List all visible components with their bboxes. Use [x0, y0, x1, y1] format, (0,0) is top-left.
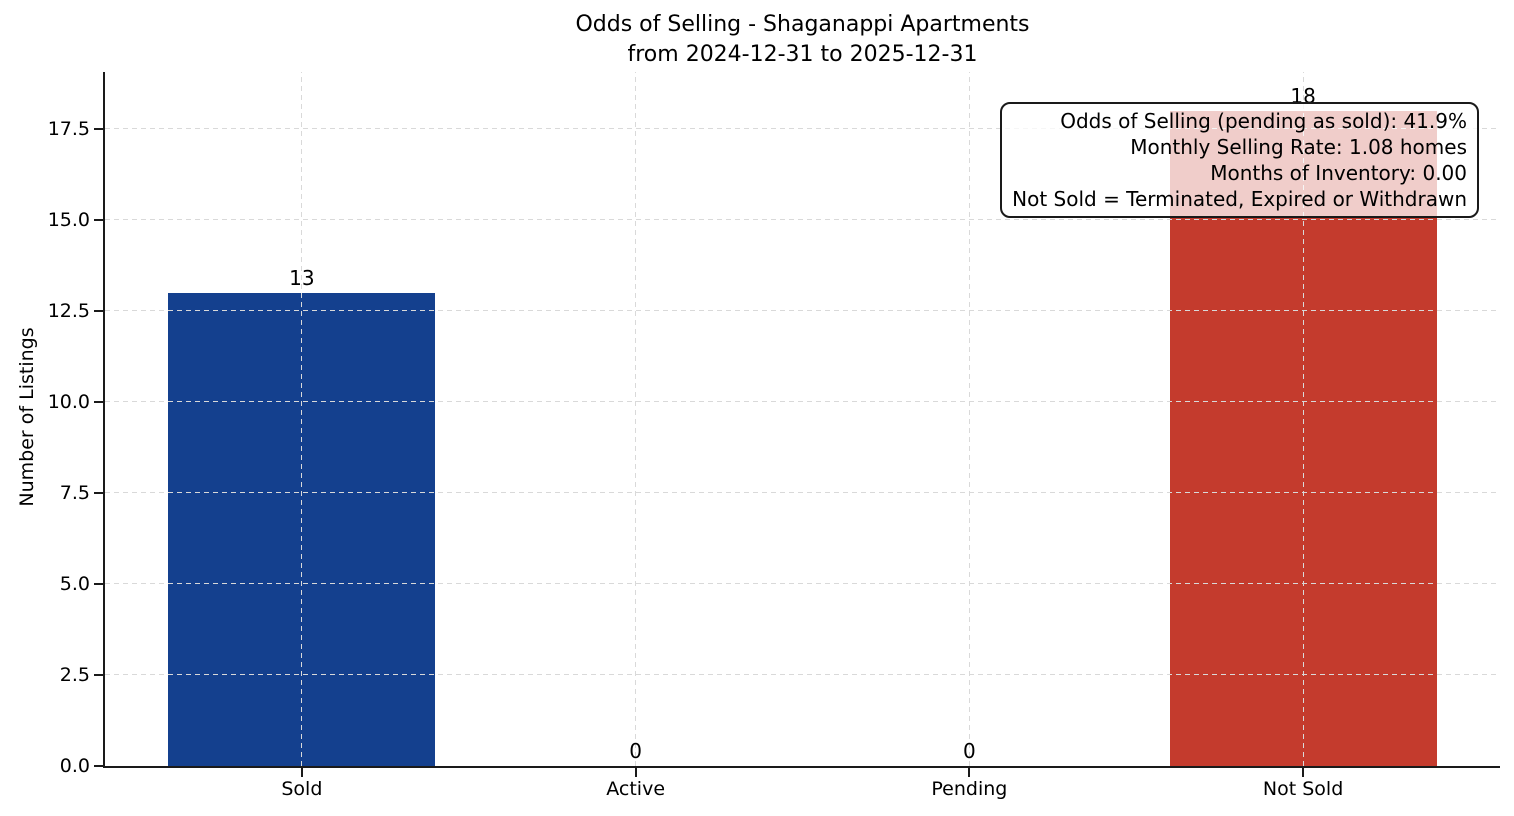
y-tick-mark-15.0: [94, 218, 105, 221]
y-axis-label: Number of Listings: [16, 327, 38, 507]
gridline-v-active: [635, 72, 637, 766]
x-tick-label-not-sold: Not Sold: [1262, 778, 1344, 800]
y-tick-label-17.5: 17.5: [47, 117, 90, 140]
x-tick-label-pending: Pending: [931, 778, 1008, 800]
y-tick-label-2.5: 2.5: [59, 663, 90, 686]
gridline-h-2.5: [105, 674, 1500, 676]
x-tick-mark-sold: [300, 766, 303, 777]
gridline-v-pending: [968, 72, 970, 766]
y-tick-mark-12.5: [94, 309, 105, 312]
plot-area: Odds of Selling (pending as sold): 41.9%…: [48, 72, 1500, 800]
y-tick-label-15.0: 15.0: [47, 208, 90, 231]
x-tick-mark-not-sold: [1302, 766, 1305, 777]
y-tick-mark-2.5: [94, 673, 105, 676]
y-tick-mark-17.5: [94, 127, 105, 130]
gridline-h-17.5: [105, 128, 1500, 130]
annotation-line-odds: Odds of Selling (pending as sold): 41.9%: [1060, 109, 1467, 133]
chart-title-line2: from 2024-12-31 to 2025-12-31: [627, 42, 978, 67]
y-tick-label-7.5: 7.5: [59, 481, 90, 504]
y-tick-mark-7.5: [94, 491, 105, 494]
gridline-v-not-sold: [1302, 72, 1304, 766]
chart-title-line1: Odds of Selling - Shaganappi Apartments: [575, 12, 1030, 37]
gridline-h-15.0: [105, 219, 1500, 221]
x-tick-mark-pending: [968, 766, 971, 777]
gridline-h-7.5: [105, 492, 1500, 494]
x-tick-label-active: Active: [606, 778, 666, 800]
x-tick-label-sold: Sold: [281, 778, 323, 800]
annotation-line-monthly-rate: Monthly Selling Rate: 1.08 homes: [1130, 135, 1467, 159]
y-tick-label-5.0: 5.0: [59, 572, 90, 595]
y-tick-label-0.0: 0.0: [59, 755, 90, 777]
y-tick-label-12.5: 12.5: [47, 299, 90, 322]
annotation-line-not-sold-note: Not Sold = Terminated, Expired or Withdr…: [1012, 187, 1467, 211]
y-tick-mark-10.0: [94, 400, 105, 403]
gridline-v-sold: [301, 72, 303, 766]
y-tick-label-10.0: 10.0: [47, 390, 90, 413]
bar-value-label-not-sold: 18: [1290, 83, 1316, 108]
stats-annotation-box: Odds of Selling (pending as sold): 41.9%…: [1000, 102, 1479, 218]
gridline-h-12.5: [105, 310, 1500, 312]
bar-value-label-pending: 0: [962, 739, 976, 763]
bar-value-label-sold: 13: [289, 265, 315, 290]
chart-title: Odds of Selling - Shaganappi Apartments …: [105, 10, 1500, 70]
y-tick-mark-0.0: [94, 765, 105, 767]
gridline-h-5.0: [105, 583, 1500, 585]
gridline-h-10.0: [105, 401, 1500, 403]
annotation-line-inventory: Months of Inventory: 0.00: [1210, 161, 1467, 185]
y-tick-mark-5.0: [94, 582, 105, 585]
bar-value-label-active: 0: [629, 739, 642, 763]
x-tick-mark-active: [634, 766, 637, 777]
